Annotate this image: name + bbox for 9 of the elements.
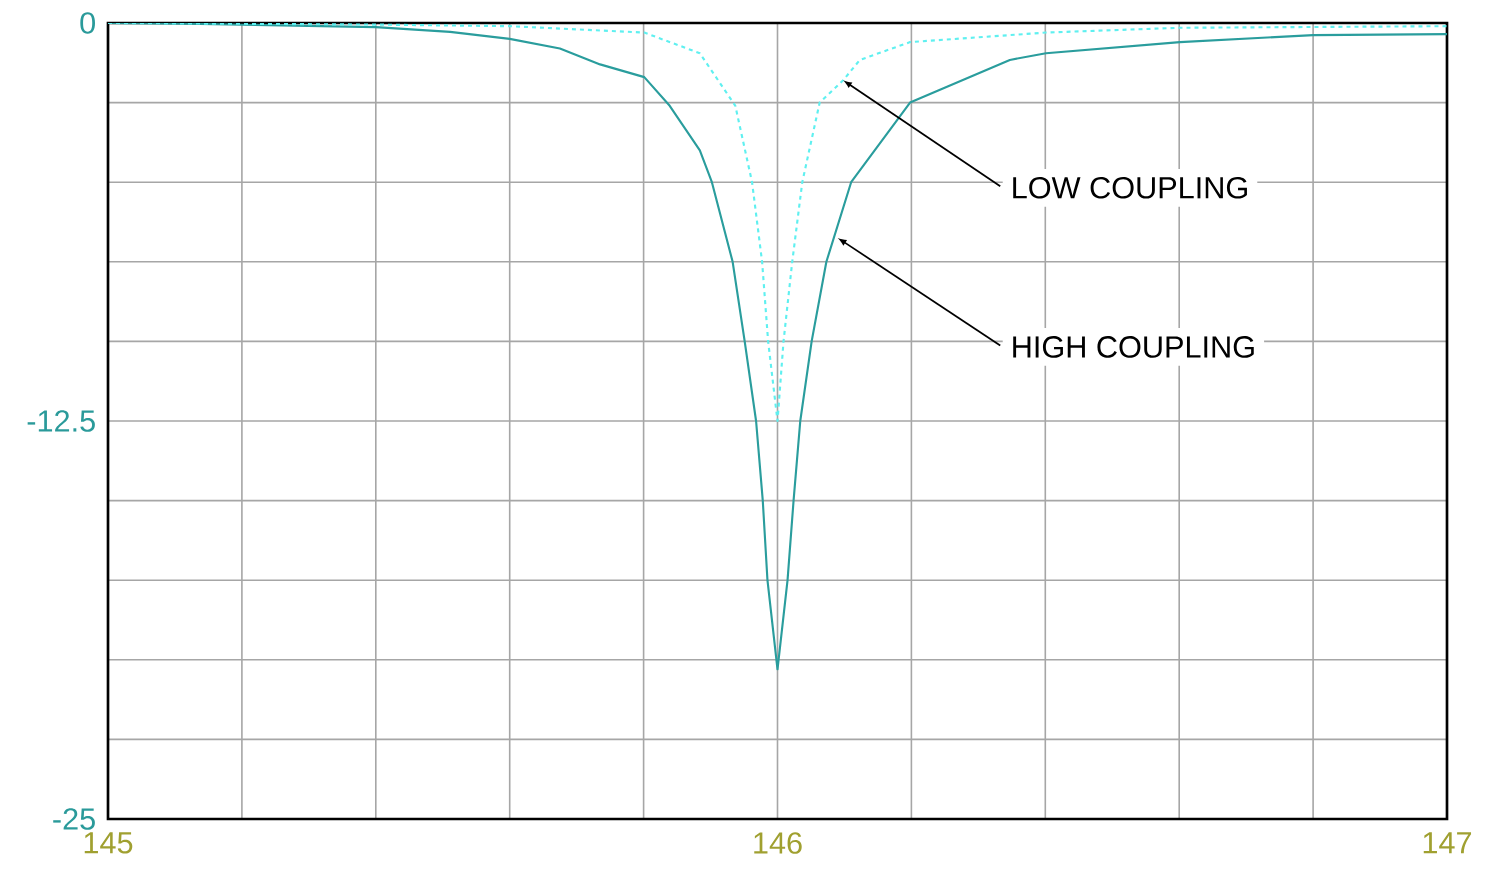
y-tick-label: 0 (80, 12, 95, 34)
x-tick-label: 145 (84, 832, 133, 854)
y-tick-label: -25 (53, 808, 95, 830)
x-tick-label: 147 (1423, 832, 1472, 854)
x-tick-label: 146 (754, 832, 802, 854)
y-tick-label: -12.5 (27, 410, 95, 432)
line-series (108, 23, 1447, 423)
annotation: LOW COUPLING (1013, 176, 1247, 199)
annotation: HIGH COUPLING (1013, 336, 1254, 358)
